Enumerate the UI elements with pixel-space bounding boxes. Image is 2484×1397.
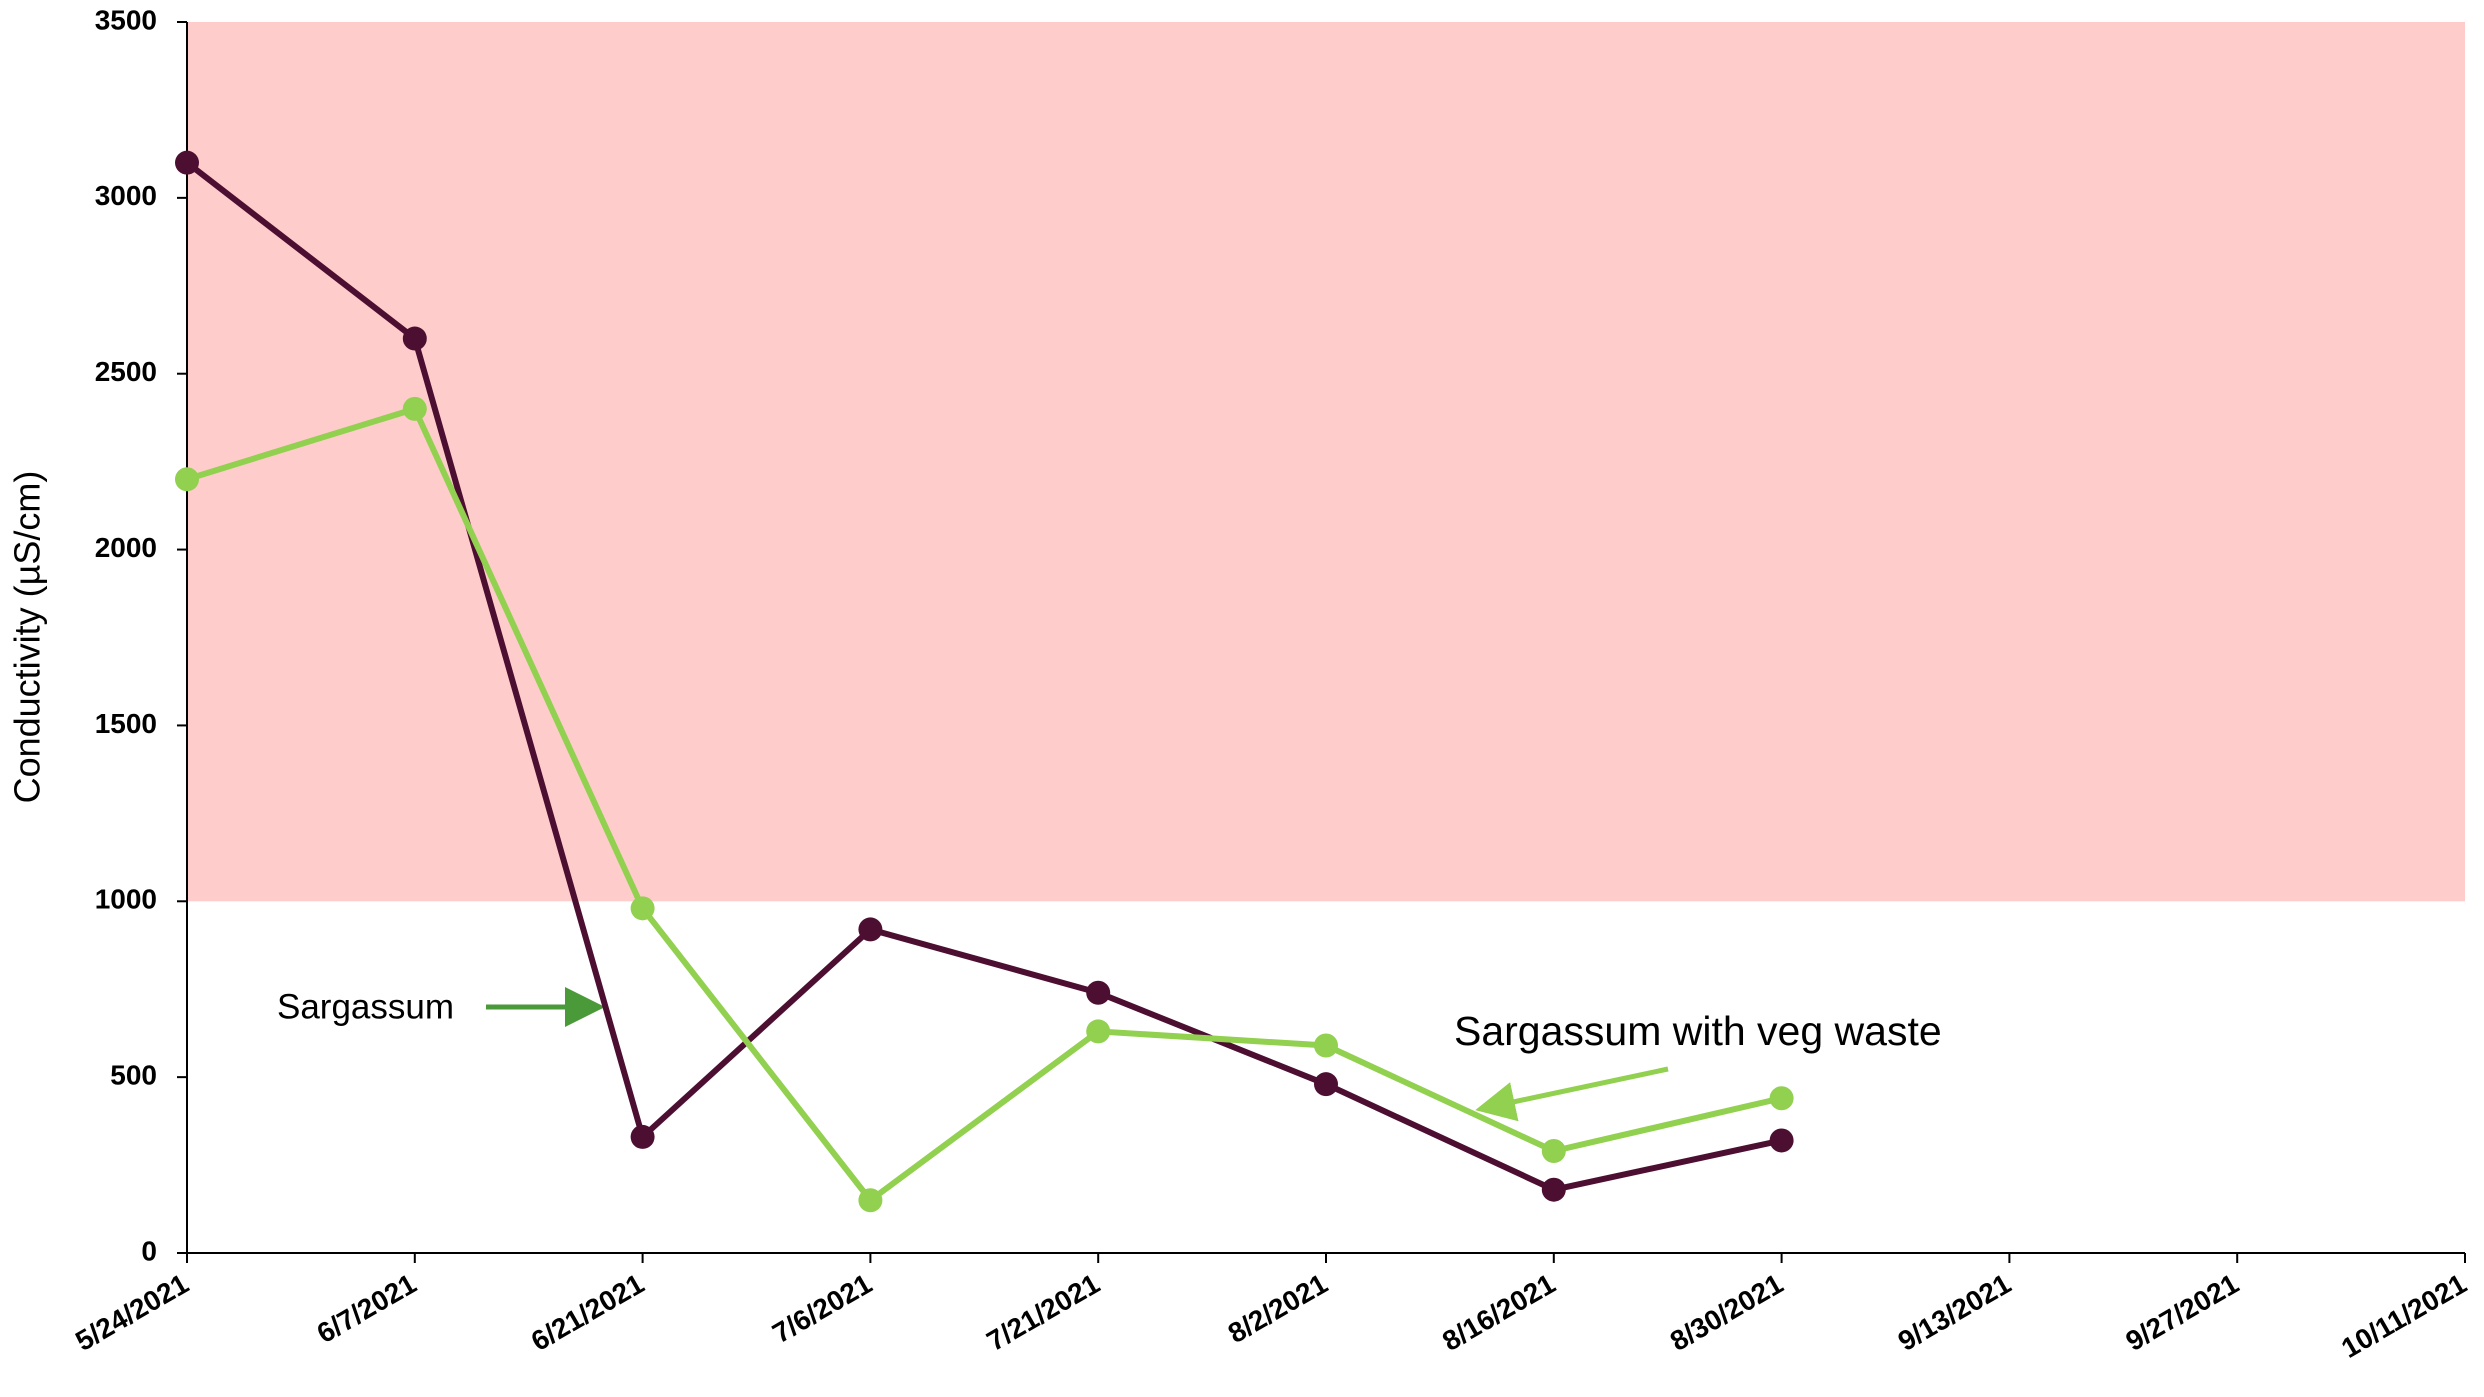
data-point bbox=[1541, 1139, 1566, 1164]
data-point bbox=[1086, 1019, 1111, 1044]
data-point bbox=[1086, 980, 1111, 1005]
annotation-arrow bbox=[1475, 1066, 1669, 1122]
y-axis-title: Conductivity (µS/cm) bbox=[7, 471, 48, 804]
y-tick-label: 3000 bbox=[95, 180, 157, 211]
data-point bbox=[1541, 1177, 1566, 1202]
data-point bbox=[630, 896, 655, 921]
threshold-band bbox=[187, 22, 2465, 902]
x-tick-label: 6/7/2021 bbox=[312, 1268, 422, 1349]
data-point bbox=[858, 917, 883, 942]
annotation: Sargassum bbox=[277, 987, 454, 1026]
x-tick-label: 6/21/2021 bbox=[526, 1268, 649, 1357]
y-tick-label: 1500 bbox=[95, 708, 157, 739]
y-tick-label: 500 bbox=[110, 1060, 157, 1091]
series-line bbox=[185, 160, 1783, 1193]
data-point bbox=[1769, 1128, 1794, 1153]
x-tick-label: 7/21/2021 bbox=[982, 1268, 1105, 1357]
x-tick-label: 9/13/2021 bbox=[1893, 1268, 2016, 1357]
y-tick-label: 1000 bbox=[95, 884, 157, 915]
x-tick-label: 8/30/2021 bbox=[1665, 1268, 1788, 1357]
series-line bbox=[186, 405, 1783, 1205]
y-tick-label: 0 bbox=[141, 1235, 157, 1266]
x-tick-label: 7/6/2021 bbox=[767, 1268, 877, 1349]
annotation: Sargassum with veg waste bbox=[1454, 1008, 1942, 1054]
x-tick-label: 10/11/2021 bbox=[2336, 1268, 2472, 1364]
y-tick-label: 2500 bbox=[95, 356, 157, 387]
data-point bbox=[402, 396, 427, 421]
data-point bbox=[175, 467, 199, 492]
x-tick-label: 8/16/2021 bbox=[1437, 1268, 1560, 1357]
data-point bbox=[175, 150, 199, 175]
data-point bbox=[402, 326, 427, 351]
x-tick-label: 8/2/2021 bbox=[1223, 1268, 1333, 1349]
data-point bbox=[858, 1188, 883, 1213]
data-point bbox=[630, 1124, 655, 1149]
data-point bbox=[1769, 1086, 1794, 1111]
data-point bbox=[1314, 1072, 1338, 1097]
data-point bbox=[1314, 1033, 1338, 1058]
x-tick-label: 9/27/2021 bbox=[2121, 1268, 2244, 1357]
background-layer bbox=[187, 22, 2465, 902]
y-tick-label: 2000 bbox=[95, 532, 157, 563]
y-tick-label: 3500 bbox=[95, 4, 157, 35]
x-tick-label: 5/24/2021 bbox=[70, 1268, 193, 1357]
